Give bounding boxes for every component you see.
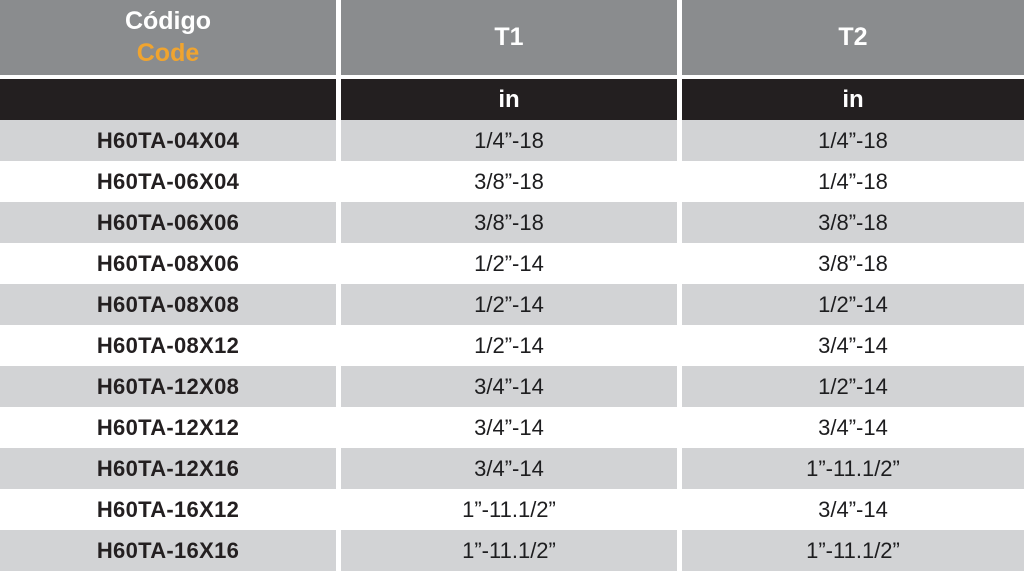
table-row: H60TA-06X04 3/8”-18 1/4”-18 [0, 161, 1024, 202]
t1-cell: 1”-11.1/2” [341, 489, 682, 530]
t2-cell: 3/4”-14 [682, 325, 1024, 366]
header-cell-code: Código Code [0, 0, 341, 79]
table-row: H60TA-08X08 1/2”-14 1/2”-14 [0, 284, 1024, 325]
table-row: H60TA-06X06 3/8”-18 3/8”-18 [0, 202, 1024, 243]
code-cell: H60TA-04X04 [0, 120, 341, 161]
code-cell: H60TA-06X04 [0, 161, 341, 202]
t2-cell: 3/8”-18 [682, 243, 1024, 284]
code-cell: H60TA-12X16 [0, 448, 341, 489]
table-body: H60TA-04X04 1/4”-18 1/4”-18 H60TA-06X04 … [0, 120, 1024, 571]
code-cell: H60TA-08X08 [0, 284, 341, 325]
code-cell: H60TA-16X12 [0, 489, 341, 530]
t2-cell: 3/4”-14 [682, 407, 1024, 448]
code-cell: H60TA-12X12 [0, 407, 341, 448]
table-row: H60TA-12X16 3/4”-14 1”-11.1/2” [0, 448, 1024, 489]
t1-cell: 3/4”-14 [341, 366, 682, 407]
unit-cell-t1: in [341, 79, 682, 120]
table-row: H60TA-08X12 1/2”-14 3/4”-14 [0, 325, 1024, 366]
code-cell: H60TA-06X06 [0, 202, 341, 243]
table-header: Código Code T1 T2 in in [0, 0, 1024, 120]
code-cell: H60TA-16X16 [0, 530, 341, 571]
t2-cell: 1”-11.1/2” [682, 530, 1024, 571]
table-row: H60TA-08X06 1/2”-14 3/8”-18 [0, 243, 1024, 284]
header-cell-t2: T2 [682, 0, 1024, 79]
table-row: H60TA-04X04 1/4”-18 1/4”-18 [0, 120, 1024, 161]
t2-cell: 3/8”-18 [682, 202, 1024, 243]
t1-cell: 1/2”-14 [341, 325, 682, 366]
t2-cell: 1/4”-18 [682, 120, 1024, 161]
unit-row: in in [0, 79, 1024, 120]
t1-cell: 3/4”-14 [341, 407, 682, 448]
table-row: H60TA-16X16 1”-11.1/2” 1”-11.1/2” [0, 530, 1024, 571]
t1-cell: 1/2”-14 [341, 284, 682, 325]
header-cell-t1: T1 [341, 0, 682, 79]
code-cell: H60TA-12X08 [0, 366, 341, 407]
code-label-es: Código [124, 7, 212, 36]
unit-cell-t2: in [682, 79, 1024, 120]
code-cell: H60TA-08X06 [0, 243, 341, 284]
table-row: H60TA-12X12 3/4”-14 3/4”-14 [0, 407, 1024, 448]
code-label-en: Code [136, 38, 200, 67]
t2-cell: 1”-11.1/2” [682, 448, 1024, 489]
t2-cell: 1/2”-14 [682, 366, 1024, 407]
t1-cell: 1”-11.1/2” [341, 530, 682, 571]
t2-cell: 1/2”-14 [682, 284, 1024, 325]
t1-cell: 3/8”-18 [341, 161, 682, 202]
table-row: H60TA-16X12 1”-11.1/2” 3/4”-14 [0, 489, 1024, 530]
table-row: H60TA-12X08 3/4”-14 1/2”-14 [0, 366, 1024, 407]
t1-cell: 3/4”-14 [341, 448, 682, 489]
code-cell: H60TA-08X12 [0, 325, 341, 366]
header-row: Código Code T1 T2 [0, 0, 1024, 79]
t1-cell: 1/2”-14 [341, 243, 682, 284]
t1-cell: 1/4”-18 [341, 120, 682, 161]
unit-cell-empty [0, 79, 341, 120]
t2-cell: 1/4”-18 [682, 161, 1024, 202]
t2-cell: 3/4”-14 [682, 489, 1024, 530]
t1-cell: 3/8”-18 [341, 202, 682, 243]
